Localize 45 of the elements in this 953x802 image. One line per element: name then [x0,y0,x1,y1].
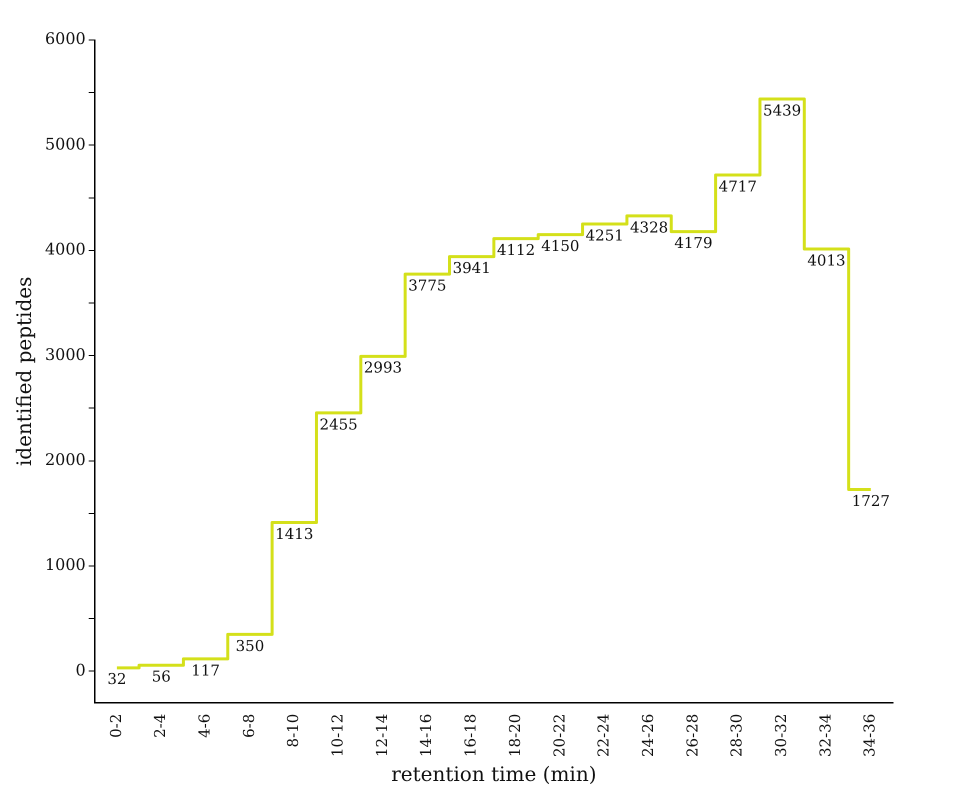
x-tick-label: 24-26 [638,714,657,758]
data-label: 3775 [408,276,446,294]
x-axis-title: retention time (min) [391,762,597,786]
x-tick-label: 16-18 [462,714,480,758]
data-label: 4150 [541,237,580,256]
data-label: 4328 [630,218,668,236]
data-label: 1413 [275,524,314,543]
data-label: 2993 [364,358,402,377]
y-axis-title: identified peptides [12,276,36,466]
x-tick-label: 8-10 [284,714,302,748]
x-tick-label: 18-20 [506,714,524,758]
data-label: 2455 [320,415,358,434]
x-tick-label: 0-2 [106,714,125,738]
x-tick-label: 2-4 [151,714,170,738]
data-label: 32 [107,670,126,688]
data-label: 56 [152,668,171,686]
x-tick-label: 12-14 [372,714,391,758]
x-tick-label: 34-36 [860,714,879,758]
x-tick-label: 4-6 [195,714,214,738]
x-tick-label: 30-32 [772,714,790,758]
x-tick-label: 10-12 [328,714,347,758]
y-tick-label: 1000 [45,555,86,574]
x-tick-label: 28-30 [728,714,746,758]
x-tick-label: 20-22 [550,714,568,758]
y-tick-label: 3000 [45,344,86,364]
data-label: 4251 [586,226,624,244]
data-label: 350 [236,636,264,655]
x-tick-label: 26-28 [683,714,702,758]
data-label: 4013 [807,251,846,270]
x-tick-label: 14-16 [417,714,436,758]
y-tick-label: 4000 [45,240,86,259]
x-tick-label: 22-24 [594,714,613,758]
data-label: 3941 [452,258,491,277]
data-label: 4112 [496,241,536,260]
data-label: 5439 [763,101,802,120]
y-tick-label: 5000 [45,134,86,154]
y-tick-label: 6000 [45,29,86,48]
x-tick-label: 32-34 [816,714,834,758]
y-tick-label: 2000 [45,450,86,469]
x-tick-label: 6-8 [240,714,258,738]
data-label: 4717 [718,177,757,196]
y-tick-label: 0 [76,660,86,680]
data-label: 1727 [852,492,890,510]
data-label: 117 [191,661,220,680]
data-label: 4179 [674,234,713,252]
